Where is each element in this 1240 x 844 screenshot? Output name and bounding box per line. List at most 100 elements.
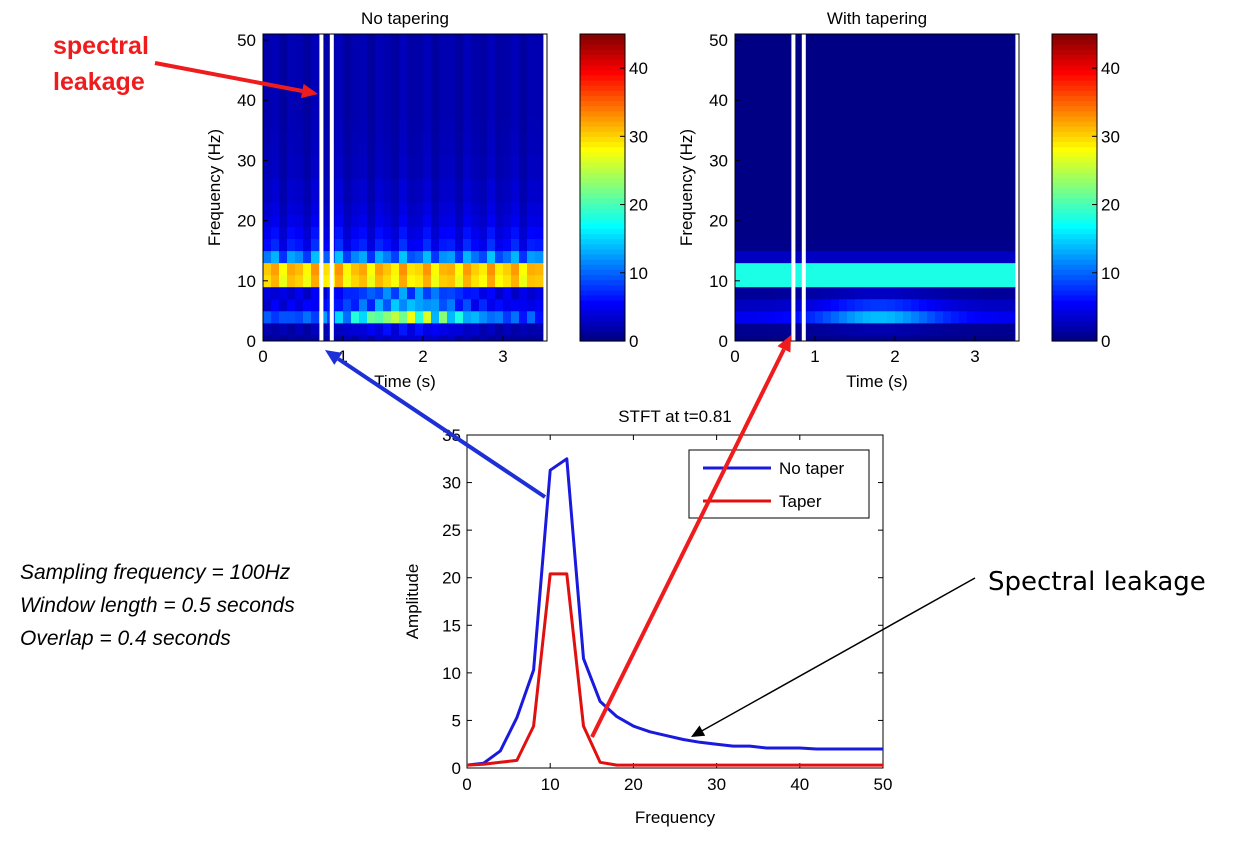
heatmap-cell [479,94,488,107]
heatmap-cell [975,334,984,342]
heatmap-cell [479,46,488,59]
heatmap-cell [895,322,904,336]
heatmap-cell [999,106,1008,119]
heatmap-cell [879,274,888,288]
heatmap-cell [535,214,544,228]
heatmap-cell [415,46,424,59]
heatmap-cell [287,166,296,179]
heatmap-cell [479,130,488,143]
heatmap-cell [271,94,280,107]
colorbar-step [1052,39,1097,45]
heatmap-cell [391,82,400,95]
colorbar-frame [579,33,626,342]
heatmap-cell [975,250,984,264]
heatmap-cell [351,130,360,143]
heatmap-cell [279,94,288,107]
heatmap-cell [479,178,488,191]
heatmap-cell [807,178,816,191]
heatmap-cell [871,46,880,59]
heatmap-cell [511,82,520,95]
heatmap-cell [743,58,752,71]
heatmap-cell [295,286,304,300]
heatmap-cell [359,334,368,342]
heatmap-cell [943,250,952,264]
heatmap-cell [439,94,448,107]
heatmap-cell [1007,322,1016,336]
heatmap-cell [847,106,856,119]
heatmap-cell [359,106,368,119]
heatmap-cell [351,310,360,324]
heatmap-cell [271,322,280,336]
heatmap-cell [295,106,304,119]
heatmap-cell [351,286,360,300]
heatmap-cell [439,298,448,312]
colorbar-step [1052,233,1097,240]
heatmap-cell [431,34,440,47]
heatmap-cell [311,226,320,240]
heatmap-cell [271,202,280,215]
colorbar-step [580,243,625,250]
heatmap-cell [1007,178,1016,191]
heatmap-cell [783,214,792,228]
heatmap-cell [831,226,840,240]
heatmap-cell [335,106,344,119]
heatmap-cell [839,178,848,191]
heatmap-cell [743,178,752,191]
heatmap-cell [527,262,536,276]
heatmap-cell [967,310,976,324]
heatmap-cell [359,226,368,240]
heatmap-cell [503,58,512,71]
heatmap-cell [375,202,384,215]
heatmap-cell [535,94,544,107]
heatmap-cell [511,322,520,336]
heatmap-cell [919,202,928,215]
heatmap-cell [959,322,968,336]
heatmap-cell [287,130,296,143]
heatmap-cell [479,142,488,155]
y-tick-label: 40 [709,91,728,110]
heatmap-cell [415,250,424,264]
heatmap-cell [743,262,752,276]
heatmap-cell [343,238,352,252]
heatmap-cell [815,142,824,155]
heatmap-cell [375,82,384,95]
heatmap-cell [935,70,944,83]
heatmap-cell [463,58,472,71]
heatmap-cell [399,322,408,336]
heatmap-cell [991,94,1000,107]
heatmap-cell [463,238,472,252]
heatmap-cell [935,142,944,155]
heatmap-cell [479,298,488,312]
heatmap-cell [927,286,936,300]
heatmap-cell [911,142,920,155]
heatmap-cell [295,322,304,336]
heatmap-cell [391,70,400,83]
heatmap-cell [863,262,872,276]
heatmap-cell [503,34,512,47]
heatmap-cell [959,58,968,71]
heatmap-cell [839,238,848,252]
heatmap-cell [879,166,888,179]
heatmap-cell [311,214,320,228]
colorbar-step [580,39,625,45]
heatmap-cell [511,58,520,71]
heatmap-cell [415,190,424,203]
colorbar-step [580,284,625,291]
heatmap-cell [447,34,456,47]
heatmap-cell [759,334,768,342]
heatmap-cell [367,322,376,336]
heatmap-cell [399,298,408,312]
heatmap-cell [439,118,448,131]
heatmap-cell [439,250,448,264]
heatmap-cell [903,322,912,336]
heatmap-cell [431,202,440,215]
heatmap-cell [359,286,368,300]
heatmap-cell [903,166,912,179]
heatmap-cell [751,94,760,107]
heatmap-cell [831,310,840,324]
heatmap-cell [391,166,400,179]
heatmap-cell [423,202,432,215]
heatmap-cell [343,154,352,167]
heatmap-cell [279,154,288,167]
colorbar-step [580,110,625,117]
